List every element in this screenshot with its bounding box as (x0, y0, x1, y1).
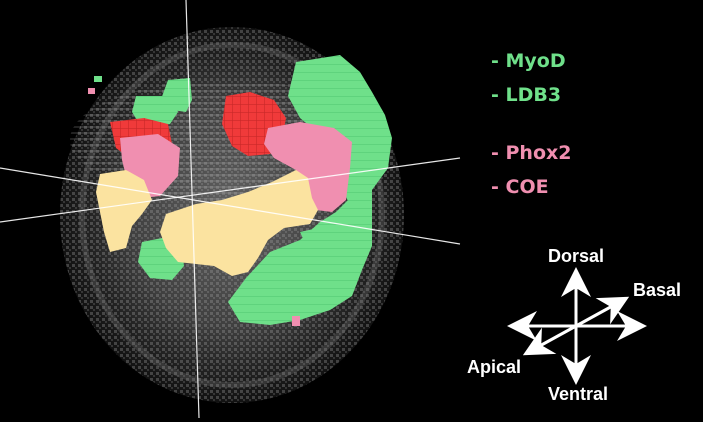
orientation-compass (507, 267, 647, 385)
legend-ldb3: - LDB3 (491, 84, 562, 106)
legend-coe: - COE (491, 176, 549, 198)
label-dorsal: Dorsal (548, 246, 605, 266)
legend-myod: - MyoD (491, 50, 566, 72)
volume-axes (0, 0, 461, 419)
label-ventral: Ventral (548, 384, 609, 404)
label-basal: Basal (633, 280, 682, 300)
legend-phox2: - Phox2 (491, 142, 572, 164)
label-apical: Apical (467, 357, 522, 377)
